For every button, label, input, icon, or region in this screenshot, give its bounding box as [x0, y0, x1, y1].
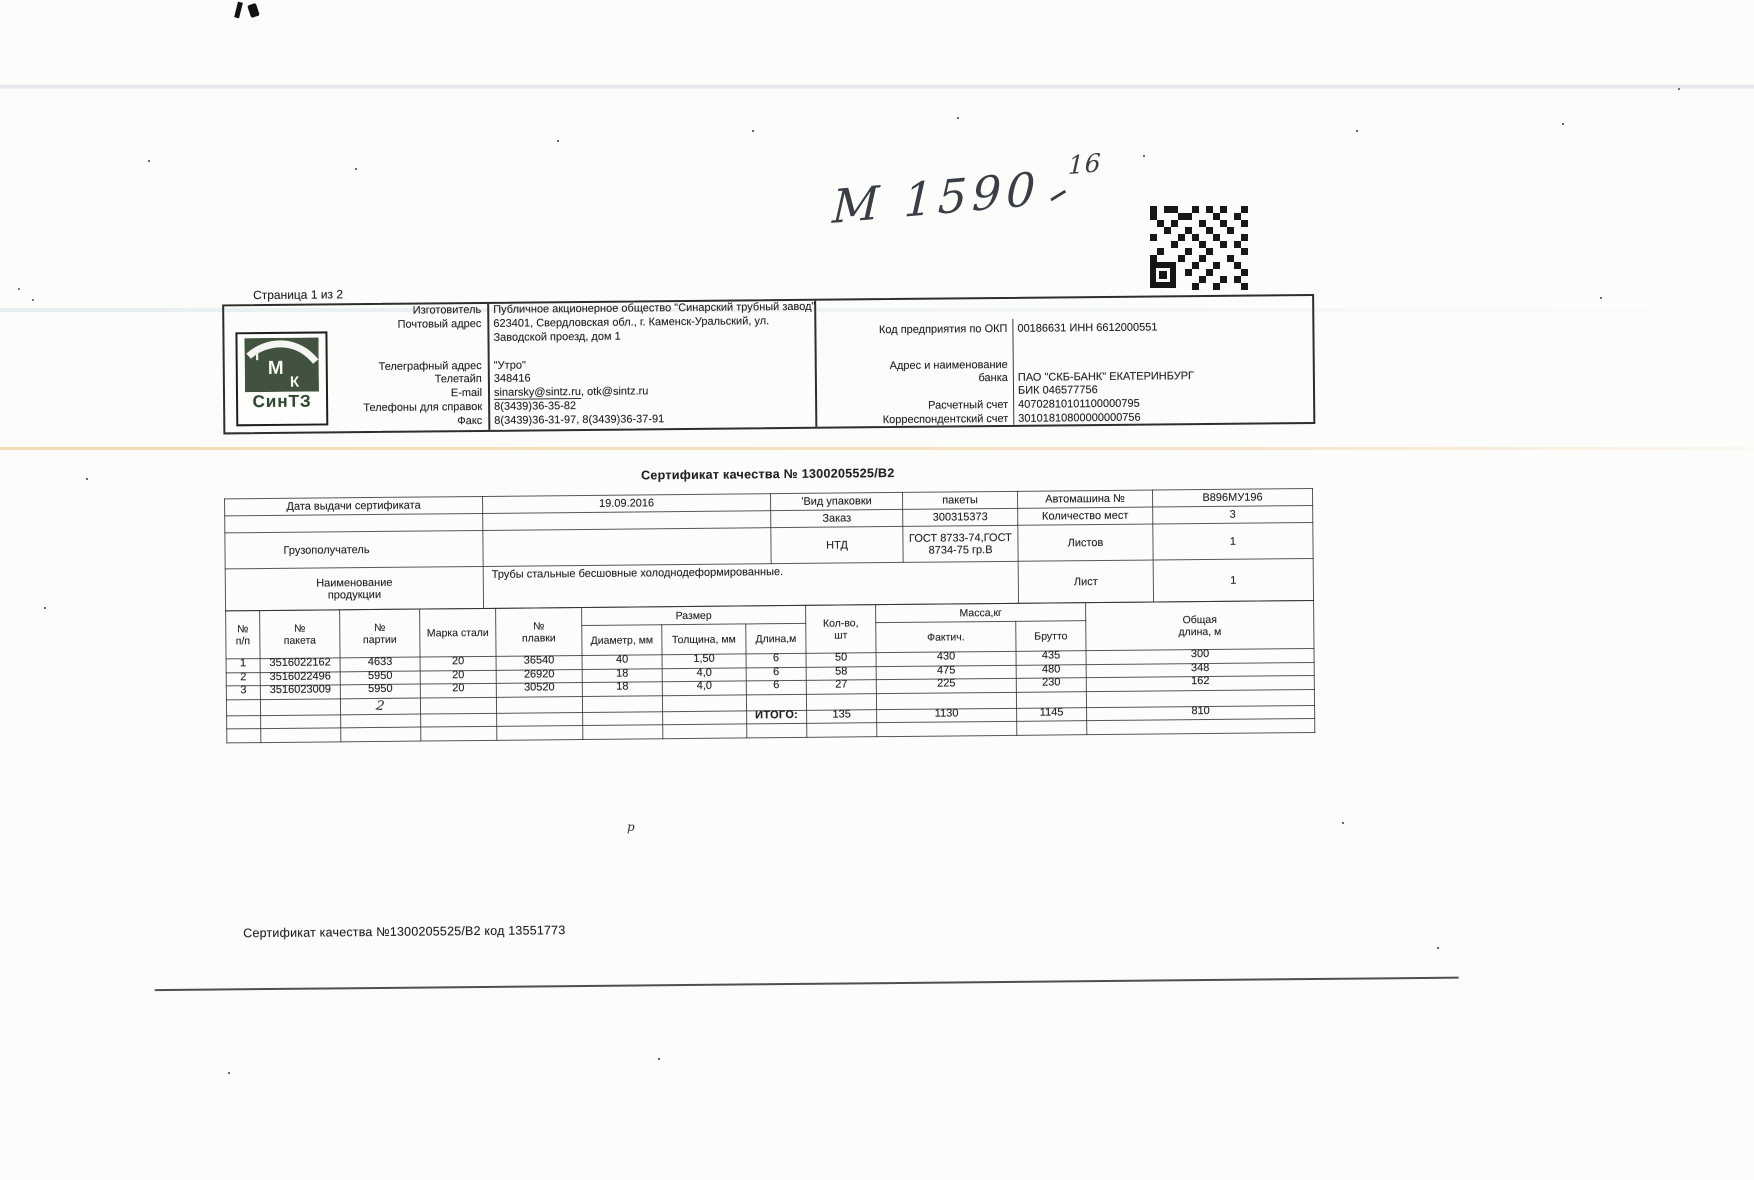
packing-label: 'Вид упаковки	[770, 492, 903, 511]
bank-name-value: ПАО "СКБ-БАНК" ЕКАТЕРИНБУРГ БИК 04657775…	[1017, 370, 1195, 397]
pipes-data-table: № п/п № пакета № партии Марка стали № пл…	[225, 600, 1315, 743]
logo-letter-t: Т	[253, 347, 262, 364]
handwritten-number-sup: 16	[1067, 148, 1103, 181]
col-melt: № плавки	[495, 607, 583, 657]
tmk-logo: Т М К СинТЗ	[235, 331, 329, 427]
scan-noise-specks	[148, 160, 150, 162]
qr-code-icon	[1150, 206, 1157, 213]
totals-gross-mass: 1145	[1016, 706, 1087, 722]
col-batch: № партии	[339, 609, 421, 658]
scan-corner-mark	[234, 1, 243, 19]
table-cell: 30520	[496, 681, 583, 697]
product-name-label: Наименование продукции	[225, 566, 484, 611]
table-cell: 225	[876, 677, 1017, 694]
packing-value: пакеты	[902, 491, 1018, 510]
ntd-label: НТД	[770, 526, 904, 564]
footer-certificate-code: Сертификат качества №1300205525/В2 код 1…	[243, 923, 566, 941]
table-cell: 18	[582, 681, 663, 697]
col-gross-mass: Брутто	[1015, 620, 1087, 652]
sheets-value: 1	[1152, 522, 1314, 561]
logo-letter-m: М	[268, 358, 284, 379]
order-value: 300315373	[902, 508, 1018, 527]
ntd-value: ГОСТ 8733-74,ГОСТ 8734-75 гр.В	[902, 525, 1019, 563]
scan-artifact-band	[0, 84, 1754, 89]
col-group-size: Размер	[581, 605, 806, 626]
stray-pen-mark: р	[627, 820, 635, 834]
scan-corner-mark	[247, 2, 260, 19]
handwritten-number: М 1590 16	[831, 148, 1102, 234]
table-cell: 20	[420, 682, 497, 698]
col-thickness: Толщина, мм	[661, 623, 747, 655]
sheet-value: 1	[1153, 558, 1314, 603]
table-cell: 27	[806, 678, 877, 694]
logo-swoosh	[246, 340, 319, 364]
document-body: Страница 1 из 2 Изготовитель Публичное ак…	[0, 276, 1527, 1051]
totals-label: ИТОГО:	[746, 708, 807, 724]
email-address-2: , otk@sintz.ru	[580, 385, 649, 399]
table-cell: 5950	[340, 683, 421, 699]
col-diameter: Диаметр, мм	[581, 624, 663, 656]
certificate-title: Сертификат качества № 1300205525/В2	[640, 465, 895, 483]
order-label: Заказ	[770, 509, 903, 528]
table-cell: 230	[1016, 676, 1087, 692]
table-cell: 4,0	[662, 680, 747, 696]
sheets-label: Листов	[1017, 524, 1154, 562]
col-pack: № пакета	[259, 609, 341, 659]
table-cell: 3	[226, 684, 261, 700]
col-group-mass: Масса,кг	[875, 602, 1086, 623]
col-fact-mass: Фактич.	[875, 621, 1017, 653]
footer-rule	[154, 976, 1459, 992]
table-cell: 6	[746, 679, 807, 695]
product-name-value: Трубы стальные бесшовные холоднодеформир…	[483, 561, 1019, 609]
col-num: № п/п	[225, 610, 261, 659]
truck-label: Автомашина №	[1017, 490, 1153, 509]
page-number-label: Страница 1 из 2	[252, 287, 344, 303]
account-label: Расчетный счет	[928, 398, 1009, 412]
okp-label: Код предприятия по ОКП	[878, 322, 1008, 337]
bank-block: Код предприятия по ОКП 00186631 ИНН 66120…	[814, 296, 1313, 427]
handwritten-table-mark: 2	[375, 697, 386, 714]
col-quantity: Кол-во, шт	[805, 604, 877, 654]
manufacturer-block: Изготовитель Публичное акционерное общест…	[224, 300, 818, 433]
table-cell: 3516023009	[260, 683, 341, 700]
truck-value: В896МУ196	[1152, 488, 1313, 508]
qr-code-finder-icon	[1150, 262, 1176, 288]
places-label: Количество мест	[1017, 507, 1153, 526]
email-address: sinarsky@sintz.ru	[493, 386, 582, 401]
col-total-length: Общая длина, м	[1085, 600, 1315, 651]
places-value: 3	[1152, 505, 1313, 525]
col-length: Длина,м	[745, 623, 807, 654]
logo-subbrand: СинТЗ	[252, 391, 312, 412]
certificate-info-table: Дата выдачи сертификата 19.09.2016 'Вид …	[224, 488, 1314, 611]
totals-fact-mass: 1130	[876, 707, 1017, 723]
totals-quantity: 135	[806, 708, 877, 724]
col-steel-grade: Марка стали	[419, 608, 497, 658]
certificate-title-band: Сертификат качества № 1300205525/В2	[223, 420, 1312, 488]
sheet-label: Лист	[1018, 560, 1154, 604]
logo-letter-k: К	[290, 374, 300, 391]
tmk-logo-icon: Т М К	[244, 337, 319, 393]
bank-name-label: Адрес и наименование банка	[889, 358, 1008, 385]
okp-value: 00186631 ИНН 6612000551	[1017, 321, 1158, 335]
handwritten-flourish	[1050, 189, 1066, 202]
letterhead-box: Изготовитель Публичное акционерное общест…	[222, 293, 1316, 435]
consignee-label: Грузополучатель	[224, 530, 484, 569]
handwritten-number-main: М 1590	[831, 161, 1042, 234]
